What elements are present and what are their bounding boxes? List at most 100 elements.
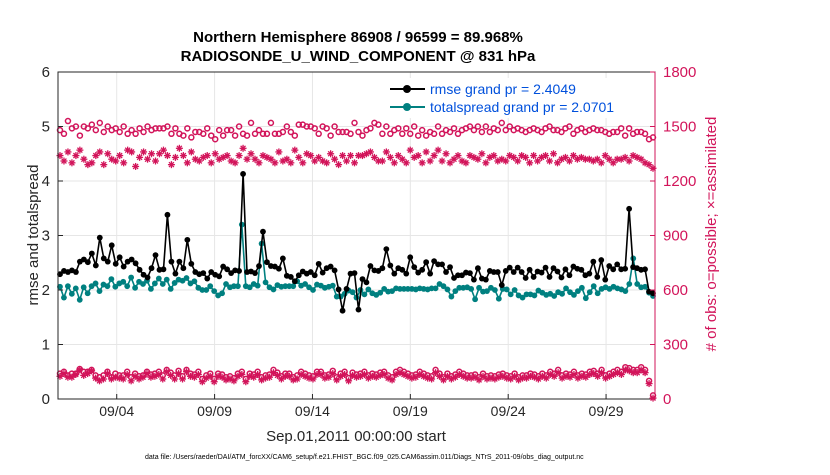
totalspread-point	[163, 276, 170, 283]
obs-possible-marker	[104, 123, 111, 130]
asterisk-stroke	[455, 152, 461, 159]
asterisk-stroke	[436, 373, 443, 380]
totalspread-point	[472, 296, 479, 303]
legend-rmse-marker	[403, 85, 411, 93]
totalspread-point	[92, 280, 99, 287]
asterisk-stroke	[472, 374, 479, 381]
totalspread-point	[432, 285, 439, 292]
obs-possible-marker	[502, 126, 509, 134]
asterisk-stroke	[467, 152, 473, 159]
obs-assimilated-marker	[406, 146, 414, 154]
x-tick-label: 09/14	[295, 403, 330, 419]
obs-assimilated-marker	[474, 155, 482, 163]
asterisk-stroke	[168, 161, 175, 168]
obs-assimilated-marker	[72, 370, 80, 378]
obs-assimilated-marker	[478, 150, 486, 158]
obs-possible-marker	[144, 123, 151, 130]
totalspread-point	[590, 283, 597, 290]
rmse-point	[379, 265, 386, 272]
asterisk-stroke	[219, 374, 225, 381]
obs-assimilated-marker	[72, 152, 80, 160]
asterisk-stroke	[482, 159, 489, 166]
totalspread-point	[468, 286, 475, 292]
y-tick-label-right: 300	[663, 337, 688, 354]
obs-possible-marker	[550, 126, 557, 134]
obs-assimilated-marker	[530, 152, 538, 160]
totalspread-point	[262, 279, 269, 286]
asterisk-stroke	[379, 158, 386, 164]
y-tick-label-right: 600	[663, 282, 688, 299]
y-tick-label-right: 1800	[663, 64, 696, 81]
totalspread-point	[582, 295, 589, 302]
asterisk-stroke	[456, 371, 463, 378]
asterisk-stroke	[266, 374, 273, 381]
x-axis-label: Sep.01,2011 00:00:00 start	[266, 428, 447, 445]
totalspread-point	[503, 286, 510, 293]
obs-assimilated-marker	[179, 375, 187, 383]
asterisk-stroke	[459, 158, 465, 164]
obs-assimilated-marker	[412, 373, 420, 381]
asterisk-stroke	[155, 371, 162, 378]
asterisk-stroke	[223, 377, 229, 383]
obs-possible-marker	[494, 126, 502, 134]
asterisk-stroke	[76, 147, 83, 154]
asterisk-stroke	[260, 152, 266, 159]
obs-assimilated-marker	[645, 161, 653, 169]
asterisk-stroke	[240, 145, 246, 152]
asterisk-stroke	[353, 374, 360, 381]
asterisk-stroke	[65, 149, 71, 155]
obs-possible-marker	[406, 130, 414, 138]
asterisk-stroke	[452, 374, 459, 381]
asterisk-stroke	[323, 159, 330, 166]
obs-possible-marker	[172, 125, 179, 132]
obs-assimilated-marker	[390, 159, 398, 167]
rmse-point	[566, 272, 573, 279]
asterisk-stroke	[535, 376, 542, 382]
obs-possible-marker	[478, 128, 486, 136]
rmse-point	[407, 254, 414, 261]
rmse-point	[510, 269, 517, 275]
asterisk-stroke	[183, 368, 190, 375]
y-tick-label-left: 0	[42, 391, 50, 408]
asterisk-stroke	[329, 370, 336, 377]
obs-possible-marker	[76, 132, 84, 139]
obs-possible-marker	[100, 128, 108, 136]
rmse-point	[387, 262, 394, 269]
obs-possible-marker	[311, 125, 318, 132]
asterisk-stroke	[112, 158, 119, 164]
totalspread-point	[151, 280, 158, 287]
obs-assimilated-marker	[382, 148, 390, 156]
obs-possible-marker	[395, 125, 402, 132]
rmse-point	[423, 259, 430, 266]
rmse-point	[339, 307, 346, 314]
asterisk-stroke	[88, 159, 95, 166]
asterisk-stroke	[582, 374, 589, 381]
obs-possible-marker	[470, 126, 478, 134]
asterisk-stroke	[327, 150, 334, 157]
obs-assimilated-marker	[96, 148, 104, 156]
rmse-point	[602, 276, 609, 283]
obs-assimilated-marker	[128, 148, 136, 156]
totalspread-point	[302, 281, 309, 287]
asterisk-stroke	[315, 154, 322, 161]
asterisk-stroke	[518, 152, 525, 159]
rmse-point	[128, 256, 135, 263]
obs-assimilated-marker	[482, 159, 490, 167]
asterisk-stroke	[132, 373, 139, 380]
totalspread-point	[57, 283, 63, 290]
obs-assimilated-marker	[175, 144, 183, 152]
obs-possible-marker	[359, 132, 366, 139]
rmse-point	[542, 264, 549, 271]
obs-possible-marker	[335, 128, 342, 136]
asterisk-stroke	[389, 377, 395, 383]
obs-assimilated-marker	[80, 155, 88, 163]
obs-assimilated-marker	[182, 368, 190, 376]
totalspread-point	[207, 283, 214, 290]
asterisk-stroke	[586, 156, 593, 163]
asterisk-stroke	[96, 149, 103, 155]
rmse-point	[96, 234, 103, 241]
asterisk-stroke	[72, 371, 79, 378]
obs-possible-marker	[498, 119, 506, 127]
obs-possible-marker	[96, 119, 104, 127]
obs-possible-marker	[566, 123, 573, 130]
